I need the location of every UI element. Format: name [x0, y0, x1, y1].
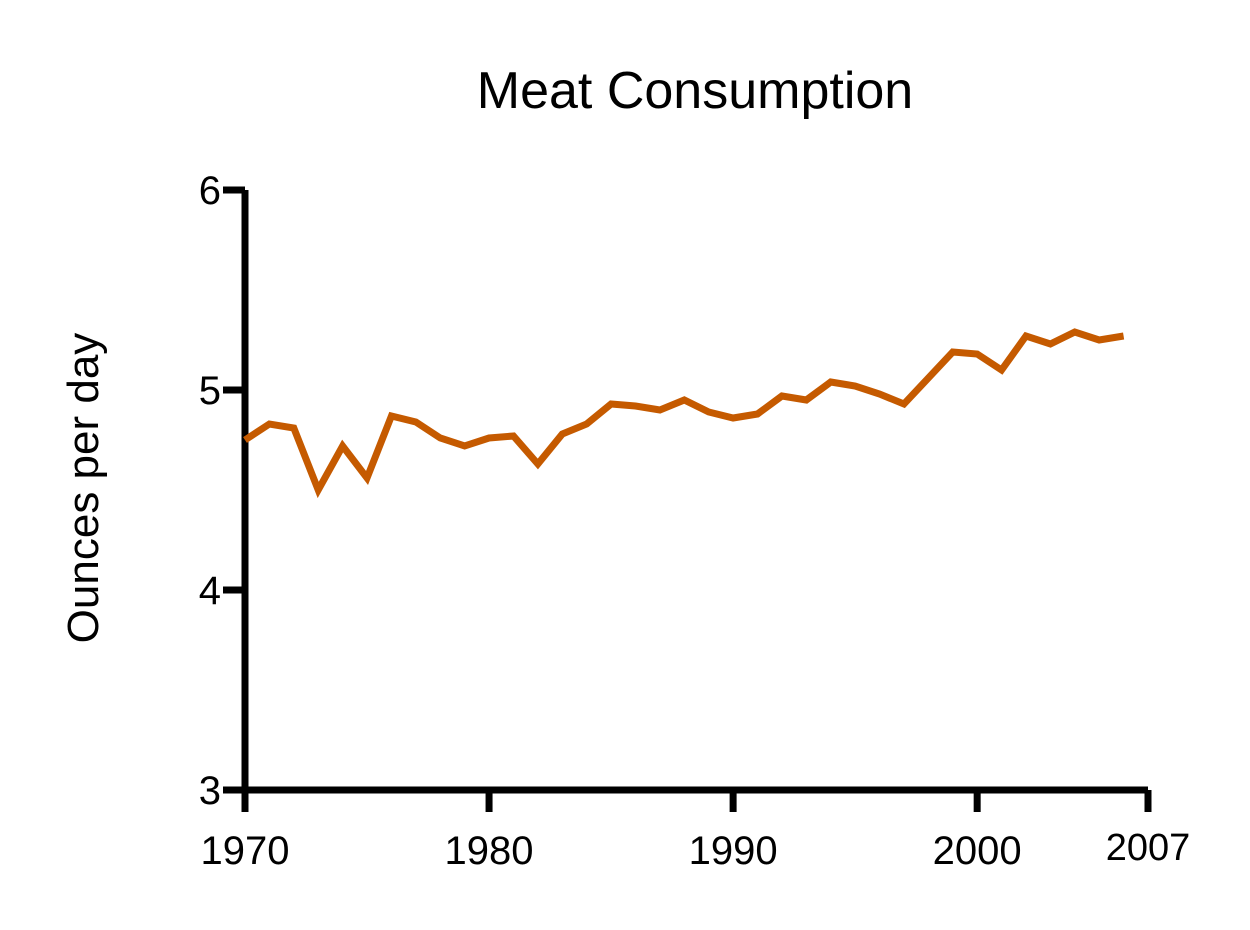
y-tick-label: 5 [199, 369, 221, 413]
x-tick-label: 1980 [445, 829, 534, 873]
x-tick-label: 2000 [933, 829, 1022, 873]
series [245, 332, 1124, 490]
y-tick-label: 6 [199, 169, 221, 213]
y-tick-label: 3 [199, 769, 221, 813]
x-tick-label: 1970 [201, 829, 290, 873]
chart-title: Meat Consumption [477, 62, 913, 120]
ticks: 3 4 5 6 1970 1980 1990 2000 2007 [199, 169, 1191, 873]
y-axis-label: Ounces per day [59, 333, 108, 644]
x-tick-label: 1990 [689, 829, 778, 873]
x-tick-label: 2007 [1106, 827, 1191, 869]
series-line [245, 332, 1124, 490]
y-tick-label: 4 [199, 569, 221, 613]
axes [242, 190, 1148, 793]
